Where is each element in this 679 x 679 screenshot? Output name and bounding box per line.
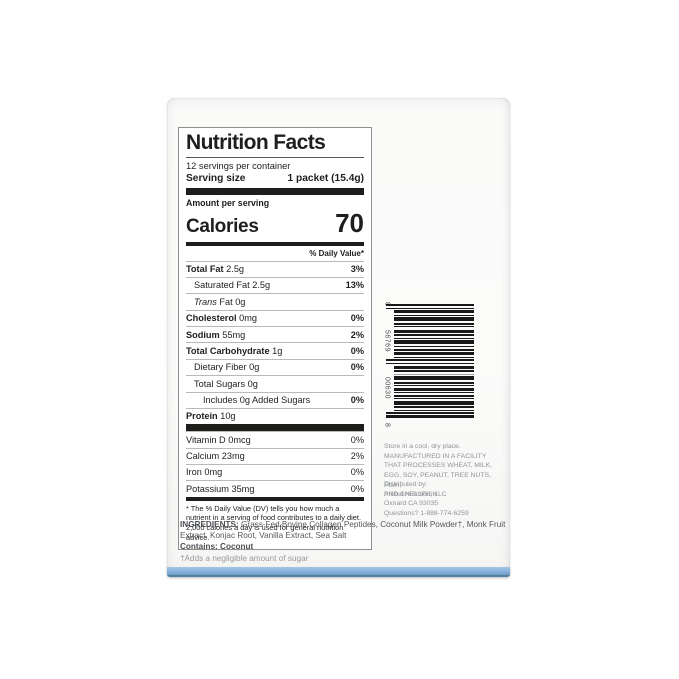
nutrient-row: Vitamin D 0mcg 0% — [186, 431, 364, 447]
ingredients-text: Grass-Fed Bovine Collagen Peptides, Coco… — [180, 520, 506, 540]
barcode-bar — [394, 310, 474, 313]
servings-per-container: 12 servings per container — [186, 160, 291, 171]
barcode-bar — [386, 308, 474, 309]
barcode-bar — [394, 338, 474, 339]
divider-medium — [186, 496, 364, 501]
calories-row: Calories 70 — [186, 208, 364, 242]
nutrient-row: Sodium 55mg 2% — [186, 326, 364, 342]
barcode-bar — [394, 334, 474, 336]
nutrition-facts-title: Nutrition Facts — [186, 131, 364, 158]
nutrient-row: Total Carbohydrate 1g 0% — [186, 342, 364, 358]
barcode-bar — [386, 412, 474, 414]
upc-barcode: 8 56769 00630 8 — [382, 302, 474, 427]
nutrient-row: Saturated Fat 2.5g 13% — [186, 277, 364, 293]
distributor-info: Distributed by: Primal Nutrition, LLC Oxna… — [384, 480, 469, 519]
ingredients-block: INGREDIENTS: Grass-Fed Bovine Collagen P… — [180, 520, 508, 565]
nutrient-row: Calcium 23mg 2% — [186, 447, 364, 464]
micronutrient-rows: Vitamin D 0mcg 0% Calcium 23mg 2% Iron 0mg 0%… — [186, 431, 364, 496]
barcode-bar — [386, 415, 474, 418]
barcode-bar — [394, 401, 474, 405]
nutrient-row: Potassium 35mg 0% — [186, 480, 364, 496]
ingredients-label: INGREDIENTS: — [180, 520, 239, 529]
barcode-bar — [394, 388, 474, 391]
divider-thick — [186, 424, 364, 432]
barcode-bar — [394, 370, 474, 372]
barcode-bar — [394, 357, 474, 358]
nutrient-row: Protein 10g — [186, 407, 364, 424]
serving-size-value: 1 packet (15.4g) — [287, 172, 364, 184]
divider-medium — [186, 241, 364, 246]
barcode-bar — [394, 374, 474, 375]
upc-digit-group: 8 — [383, 422, 391, 427]
daily-value-header: % Daily Value* — [309, 248, 364, 258]
sugar-footnote: †Adds a negligible amount of sugar — [180, 553, 309, 563]
nutrient-row: Iron 0mg 0% — [186, 463, 364, 480]
barcode-bar — [394, 385, 474, 386]
storage-instructions: Store in a cool, dry place. MANUFACTURED … — [384, 442, 510, 500]
barcode-bar — [386, 359, 474, 361]
nutrient-row: Includes 0g Added Sugars 0% — [186, 391, 364, 408]
barcode-bar — [394, 340, 474, 344]
barcode-bar — [394, 398, 474, 399]
serving-size-label: Serving size — [186, 172, 246, 184]
barcode-bar — [394, 326, 474, 327]
nutrient-row: Total Fat 2.5g 3% — [186, 260, 364, 277]
distributor-line: Primal Nutrition, LLC — [384, 490, 447, 498]
macronutrient-rows: Total Fat 2.5g 3% Saturated Fat 2.5g 13% Tra… — [186, 260, 364, 425]
barcode-bar — [394, 349, 474, 351]
product-box-back-panel: Nutrition Facts 12 servings per containe… — [167, 98, 510, 577]
barcode-bar — [386, 363, 474, 364]
distributor-line: Oxnard CA 93035 — [384, 500, 439, 508]
distributor-line: Questions? 1-888-774-6259 — [384, 509, 469, 517]
upc-digit-group: 00630 — [383, 376, 391, 399]
serving-size-row: Serving size 1 packet (15.4g) — [186, 171, 364, 188]
amount-per-serving-label: Amount per serving — [186, 197, 270, 208]
nutrient-row: Trans Fat 0g — [186, 293, 364, 309]
barcode-bar — [394, 392, 474, 393]
contains-text: Coconut — [220, 542, 254, 552]
barcode-bar — [394, 382, 474, 384]
barcode-bar — [394, 346, 474, 347]
barcode-bar — [394, 410, 474, 411]
storage-line: MANUFACTURED IN A FACILITY — [384, 452, 487, 460]
calories-label: Calories — [186, 215, 259, 237]
storage-line: Store in a cool, dry place. — [384, 443, 461, 450]
barcode-bar — [394, 366, 474, 369]
barcode-bar — [394, 330, 474, 333]
nutrient-row: Total Sugars 0g — [186, 375, 364, 391]
contains-line: Contains: Coconut — [180, 541, 508, 553]
contains-label: Contains: — [180, 542, 218, 552]
barcode-bar — [394, 315, 474, 316]
distributor-line: Distributed by: — [384, 481, 428, 488]
nutrition-facts-label: Nutrition Facts 12 servings per containe… — [178, 127, 372, 550]
upc-digits: 8 56769 00630 8 — [382, 302, 392, 427]
upc-digit-group: 56769 — [383, 330, 391, 353]
barcode-bar — [394, 395, 474, 397]
storage-line: AND SHELLFISH — [384, 491, 438, 499]
calories-value: 70 — [335, 207, 364, 238]
barcode-bar — [394, 352, 474, 355]
storage-line: THAT PROCESSES WHEAT, MILK, — [384, 462, 493, 470]
ingredients-line: INGREDIENTS: Grass-Fed Bovine Collagen P… — [180, 520, 508, 541]
storage-line: EGG, SOY, PEANUT, TREE NUTS, FISH, — [384, 471, 492, 489]
barcode-bar — [394, 406, 474, 408]
divider-thick — [186, 187, 364, 195]
upc-bars — [386, 304, 474, 418]
barcode-bar — [386, 304, 474, 306]
barcode-bar — [394, 317, 474, 321]
daily-value-footnote: * The % Daily Value (DV) tells you how m… — [186, 503, 362, 542]
nutrient-row: Dietary Fiber 0g 0% — [186, 358, 364, 375]
package-accent-strip — [167, 567, 510, 577]
nutrient-row: Cholesterol 0mg 0% — [186, 309, 364, 326]
barcode-bar — [394, 376, 474, 380]
barcode-bar — [394, 323, 474, 325]
